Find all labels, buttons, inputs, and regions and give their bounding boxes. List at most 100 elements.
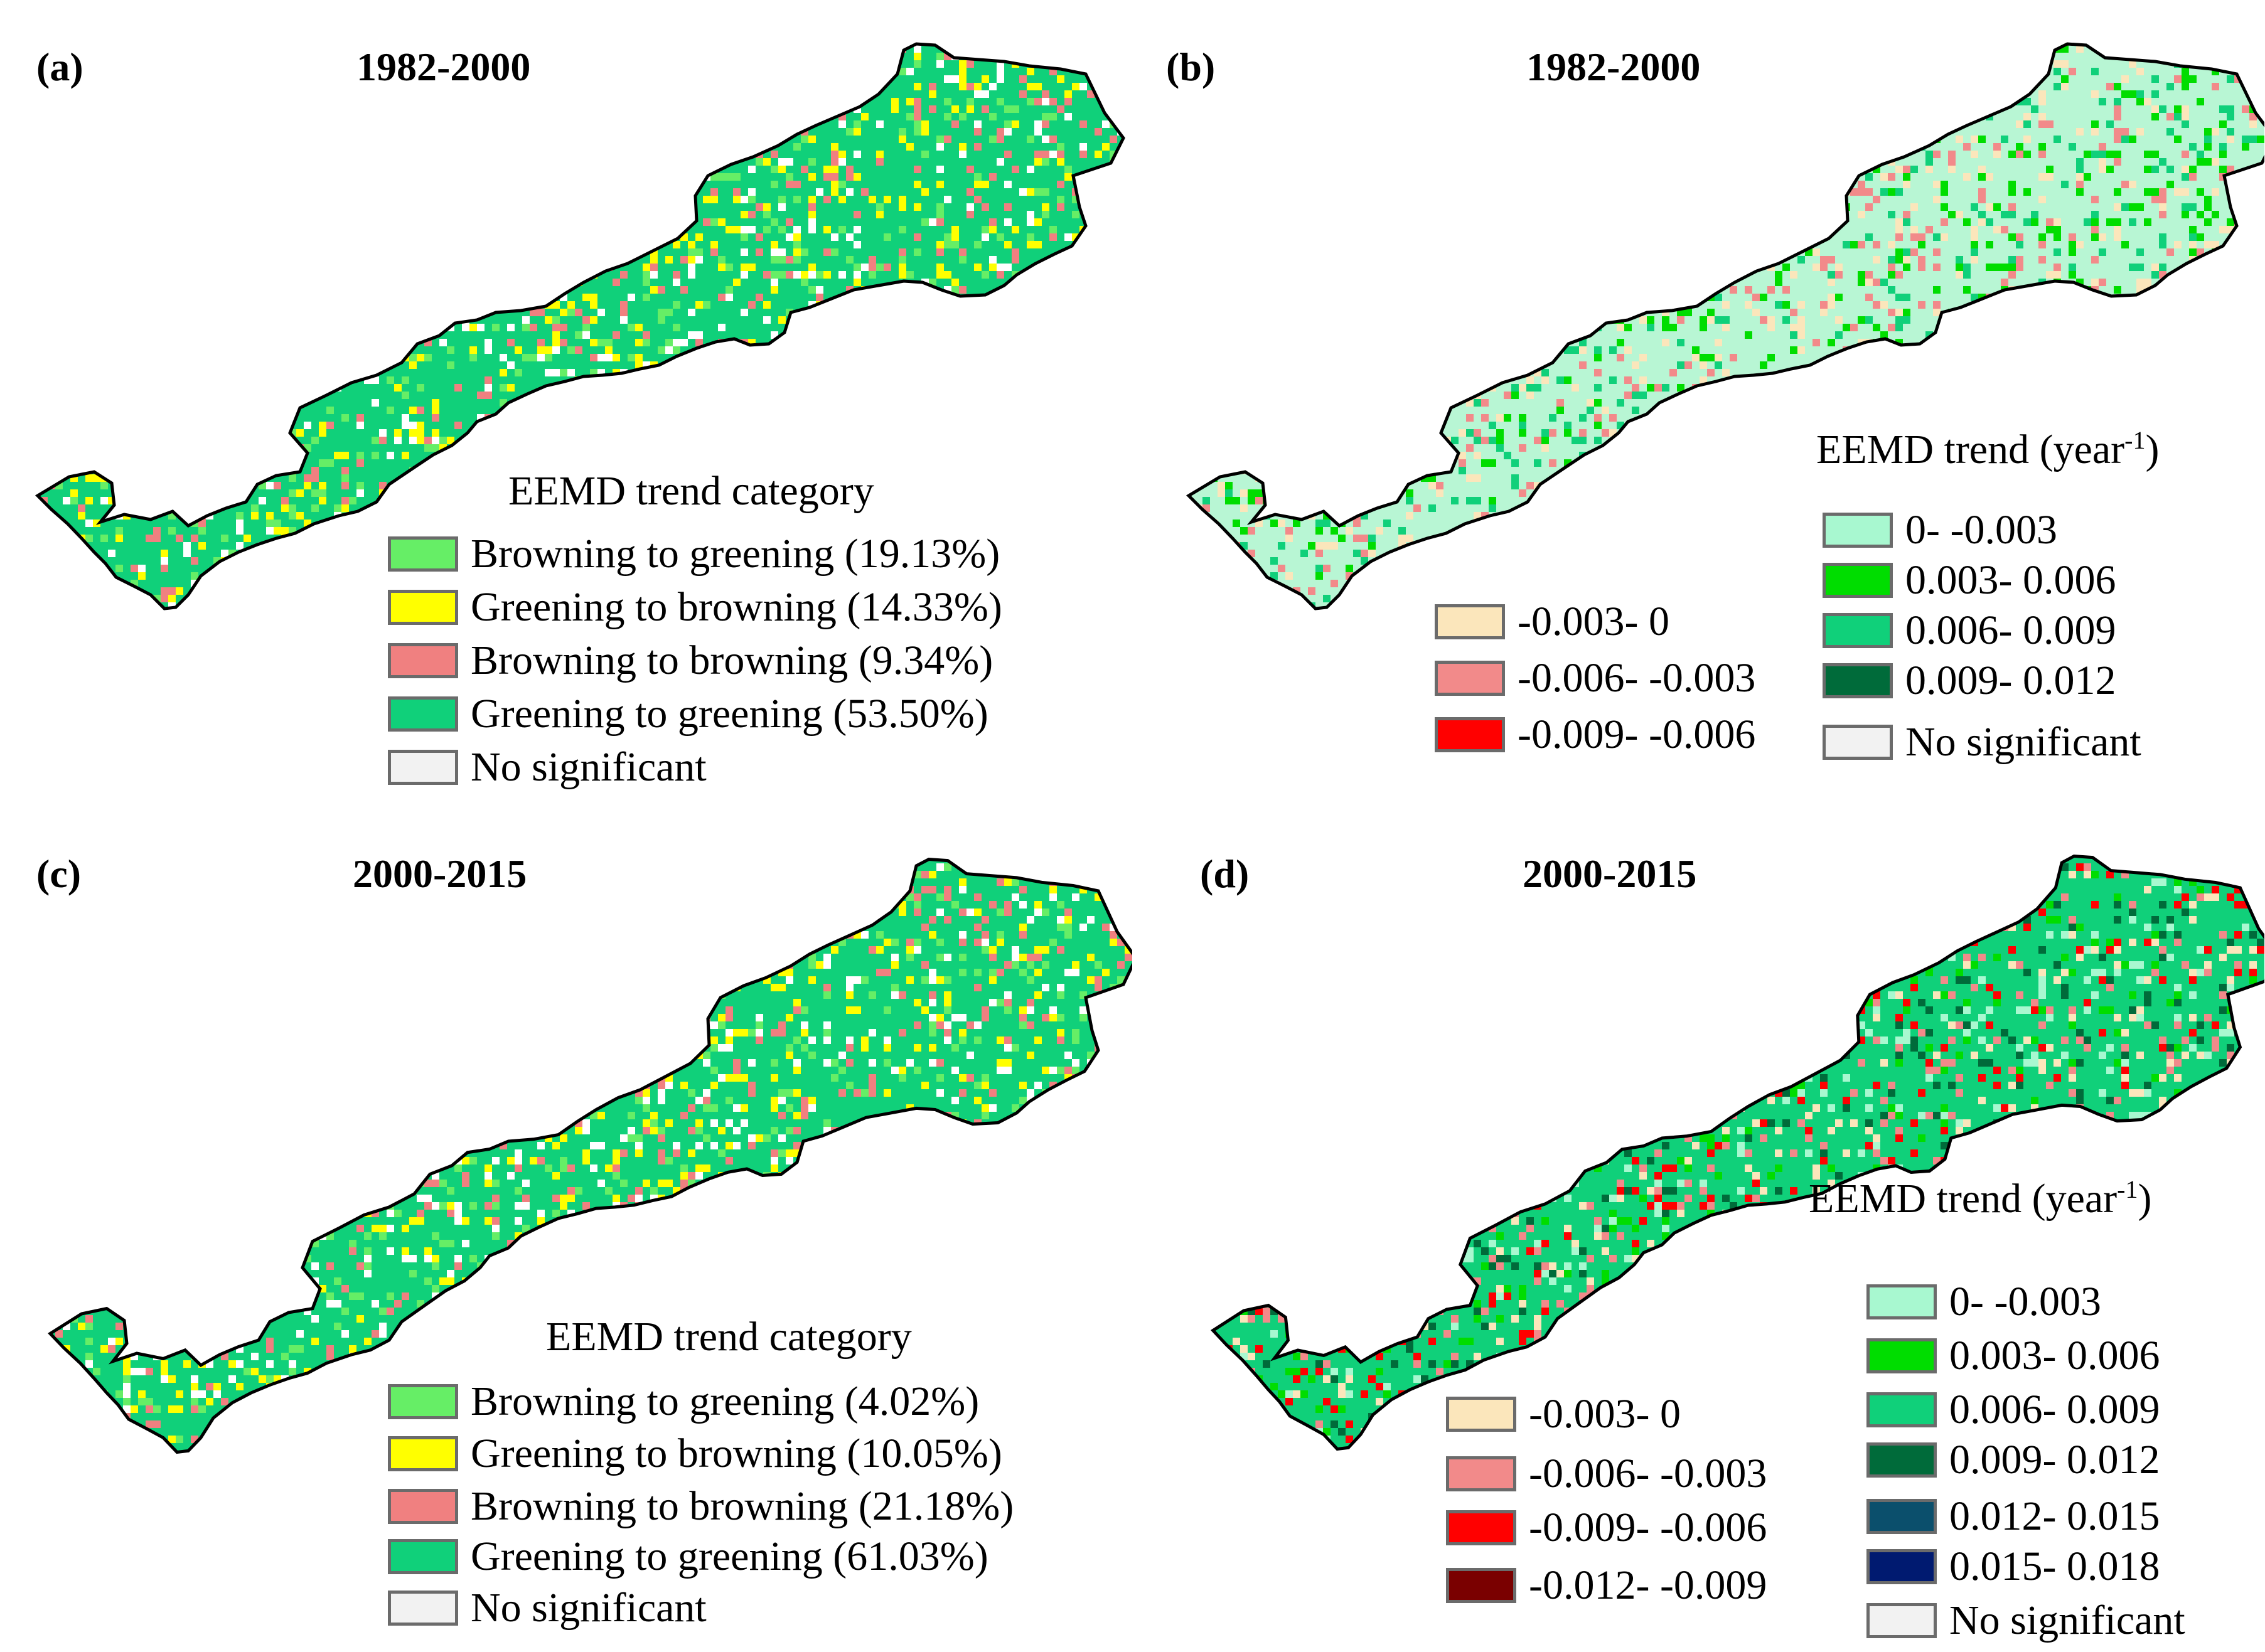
panel-title: 1982-2000 xyxy=(1526,45,1701,89)
panel-label: (d) xyxy=(1200,851,1250,896)
legend-item: 0.009- 0.012 xyxy=(1866,1439,2160,1481)
legend-label: -0.009- -0.006 xyxy=(1518,711,1756,757)
panel-d: (d) 2000-2015 EEMD trend (year-1) -0.003… xyxy=(1132,826,2264,1651)
legend-label: Browning to browning (21.18%) xyxy=(471,1483,1014,1529)
legend-swatch xyxy=(1823,725,1893,760)
legend-item: Browning to browning (9.34%) xyxy=(388,640,993,681)
legend-title: EEMD trend category xyxy=(546,1314,912,1360)
legend-swatch xyxy=(1866,1392,1937,1427)
legend-swatch xyxy=(388,643,458,678)
panel-label: (c) xyxy=(36,851,82,896)
legend-swatch xyxy=(388,1489,458,1524)
legend-swatch xyxy=(1866,1442,1937,1478)
legend-label: No significant xyxy=(471,744,707,790)
legend-label: 0- -0.003 xyxy=(1949,1279,2101,1324)
panel-b: (b) 1982-2000 EEMD trend (year-1) -0.003… xyxy=(1132,0,2264,826)
legend-swatch xyxy=(1866,1284,1937,1319)
legend-label: -0.003- 0 xyxy=(1518,599,1669,644)
legend-label: Greening to greening (61.03%) xyxy=(471,1533,988,1579)
panel-c: (c) 2000-2015 EEMD trend category Browni… xyxy=(0,826,1132,1651)
legend-item: 0.015- 0.018 xyxy=(1866,1546,2160,1587)
legend-item: Greening to browning (10.05%) xyxy=(388,1433,1002,1474)
legend-item: Greening to greening (61.03%) xyxy=(388,1536,988,1577)
legend-label: 0.006- 0.009 xyxy=(1949,1387,2160,1432)
map-panel-b xyxy=(1186,42,2264,610)
legend-label: 0- -0.003 xyxy=(1905,507,2057,553)
legend-swatch xyxy=(1446,1510,1516,1545)
legend-title: EEMD trend (year-1) xyxy=(1809,1175,2152,1222)
legend-item: 0.012- 0.015 xyxy=(1866,1496,2160,1537)
legend-label: 0.003- 0.006 xyxy=(1949,1333,2160,1378)
legend-label: Greening to browning (10.05%) xyxy=(471,1431,1002,1476)
legend-label: -0.009- -0.006 xyxy=(1529,1505,1767,1550)
legend-swatch xyxy=(1866,1338,1937,1373)
legend-item: 0- -0.003 xyxy=(1866,1281,2101,1323)
legend-item: -0.012- -0.009 xyxy=(1446,1565,1767,1606)
legend-swatch xyxy=(388,1591,458,1626)
legend-label: Browning to greening (4.02%) xyxy=(471,1378,980,1424)
legend-item: -0.006- -0.003 xyxy=(1435,658,1755,699)
legend-swatch xyxy=(1823,513,1893,548)
legend-label: 0.009- 0.012 xyxy=(1949,1437,2160,1483)
legend-swatch xyxy=(1435,661,1505,696)
legend-item: Greening to greening (53.50%) xyxy=(388,693,988,735)
legend-swatch xyxy=(1435,717,1505,752)
legend-title: EEMD trend category xyxy=(508,468,874,514)
legend-swatch xyxy=(388,1384,458,1419)
legend-swatch xyxy=(1823,563,1893,598)
map-panel-d xyxy=(1210,854,2264,1451)
legend-label: No significant xyxy=(1949,1597,2185,1643)
legend-label: -0.006- -0.003 xyxy=(1518,655,1756,701)
legend-item: -0.003- 0 xyxy=(1435,601,1669,642)
legend-swatch xyxy=(1446,1397,1516,1432)
legend-swatch xyxy=(1866,1549,1937,1584)
legend-label: Browning to browning (9.34%) xyxy=(471,637,993,683)
legend-item: -0.006- -0.003 xyxy=(1446,1453,1767,1495)
legend-item: No significant xyxy=(1823,722,2141,763)
legend-label: 0.012- 0.015 xyxy=(1949,1493,2160,1539)
legend-item: No significant xyxy=(388,1587,707,1629)
legend-swatch xyxy=(388,750,458,785)
legend-label: Browning to greening (19.13%) xyxy=(471,531,1000,577)
legend-swatch xyxy=(1435,604,1505,639)
legend-label: 0.003- 0.006 xyxy=(1905,557,2116,603)
legend-item: No significant xyxy=(388,747,707,788)
legend-item: No significant xyxy=(1866,1600,2185,1641)
legend-item: 0- -0.003 xyxy=(1823,509,2057,551)
legend-swatch xyxy=(388,696,458,732)
legend-title: EEMD trend (year-1) xyxy=(1816,426,2160,472)
legend-item: -0.003- 0 xyxy=(1446,1394,1681,1435)
legend-swatch xyxy=(1823,613,1893,648)
legend-swatch xyxy=(388,536,458,572)
legend-swatch xyxy=(388,590,458,625)
legend-label: -0.006- -0.003 xyxy=(1529,1451,1767,1496)
legend-item: 0.003- 0.006 xyxy=(1823,560,2116,601)
panel-title: 1982-2000 xyxy=(356,45,531,89)
legend-item: 0.003- 0.006 xyxy=(1866,1335,2160,1377)
legend-swatch xyxy=(1823,663,1893,698)
legend-label: No significant xyxy=(471,1585,707,1631)
legend-item: -0.009- -0.006 xyxy=(1446,1507,1767,1548)
legend-item: -0.009- -0.006 xyxy=(1435,714,1755,755)
legend-label: Greening to greening (53.50%) xyxy=(471,691,988,737)
panel-a: (a) 1982-2000 EEMD trend category Browni… xyxy=(0,0,1132,826)
legend-label: -0.003- 0 xyxy=(1529,1391,1681,1437)
legend-swatch xyxy=(388,1539,458,1574)
panel-title: 2000-2015 xyxy=(353,851,527,896)
legend-label: Greening to browning (14.33%) xyxy=(471,584,1002,630)
panel-label: (b) xyxy=(1166,45,1216,89)
legend-swatch xyxy=(1866,1499,1937,1534)
legend-item: Browning to greening (4.02%) xyxy=(388,1381,979,1422)
legend-swatch xyxy=(1446,1568,1516,1603)
legend-item: 0.006- 0.009 xyxy=(1866,1389,2160,1431)
legend-item: Browning to greening (19.13%) xyxy=(388,533,1000,575)
map-panel-c xyxy=(48,857,1132,1454)
legend-swatch xyxy=(1446,1456,1516,1491)
legend-label: -0.012- -0.009 xyxy=(1529,1562,1767,1608)
legend-item: 0.009- 0.012 xyxy=(1823,660,2116,701)
map-panel-a xyxy=(35,42,1125,610)
panel-title: 2000-2015 xyxy=(1523,851,1697,896)
legend-label: 0.015- 0.018 xyxy=(1949,1543,2160,1589)
legend-swatch xyxy=(1866,1603,1937,1638)
legend-item: Greening to browning (14.33%) xyxy=(388,587,1002,628)
